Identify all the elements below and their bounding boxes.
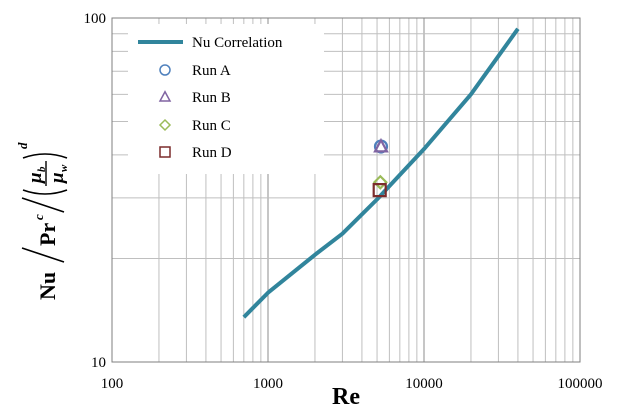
data-point-run-d xyxy=(372,183,387,198)
legend-label: Run B xyxy=(192,90,231,106)
x-tick-label: 100 xyxy=(101,376,124,392)
legend-label: Run A xyxy=(192,63,231,79)
y-title-pr-exponent: c xyxy=(31,214,46,220)
y-title-exponent: d xyxy=(15,142,30,149)
x-tick-label: 1000 xyxy=(253,376,283,392)
series-line-nu-correlation xyxy=(242,27,520,319)
y-title-paren-left xyxy=(22,189,68,195)
y-tick-label: 10 xyxy=(91,355,106,371)
y-title-mu-w-sub: w xyxy=(58,164,70,172)
y-title-mu-b-sub: b xyxy=(36,166,48,172)
x-axis-title: Re xyxy=(332,384,360,410)
legend-label: Run D xyxy=(192,145,232,161)
legend-label: Run C xyxy=(192,118,231,134)
y-title-slash-1 xyxy=(21,247,65,263)
legend-label: Nu Correlation xyxy=(192,35,283,51)
y-axis-title: Nu Pr c μ b μ w d xyxy=(15,142,70,300)
y-title-nu: Nu xyxy=(35,272,60,300)
y-title-paren-right xyxy=(22,153,68,159)
x-tick-label: 100000 xyxy=(558,376,603,392)
data-point-run-c xyxy=(372,174,388,190)
legend-swatch-diamond xyxy=(158,118,172,132)
legend-swatch-circle xyxy=(159,64,171,76)
plot-frame xyxy=(111,17,581,363)
legend: Nu Correlation Run A Run B Run C Run D xyxy=(128,24,324,174)
tick-labels: 100 1000 10000 100000 10 100 xyxy=(84,11,603,392)
legend-swatch-square xyxy=(159,146,171,158)
y-title-slash-2 xyxy=(21,197,65,213)
series-layer xyxy=(242,27,520,319)
y-title-mu-b: μ xyxy=(25,172,46,184)
x-tick-label: 10000 xyxy=(405,376,443,392)
data-point-run-b xyxy=(373,137,389,153)
y-tick-label: 100 xyxy=(84,11,107,27)
y-title-pr: Pr xyxy=(35,223,60,246)
legend-swatch-triangle xyxy=(158,90,172,102)
y-title-mu-w: μ xyxy=(47,172,68,184)
